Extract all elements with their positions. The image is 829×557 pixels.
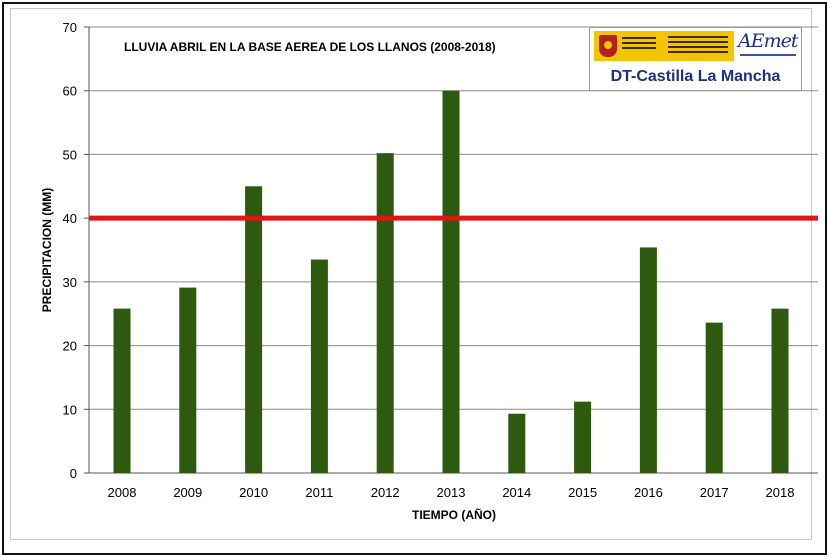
bar-2018 [771, 308, 789, 473]
aemet-wordmark: AEmet [738, 30, 799, 52]
y-tick-label: 70 [63, 20, 77, 35]
y-tick-label: 40 [63, 211, 77, 226]
aemet-underline [740, 54, 796, 56]
x-tick-label: 2018 [766, 485, 795, 500]
y-tick-label: 20 [63, 339, 77, 354]
government-emblem [594, 31, 734, 61]
government-text-lines [622, 37, 656, 52]
x-tick-label: 2010 [239, 485, 268, 500]
bar-2014 [508, 413, 526, 473]
bar-2016 [639, 247, 657, 473]
bar-2012 [376, 153, 394, 473]
bar-2009 [179, 287, 197, 473]
x-tick-label: 2013 [437, 485, 466, 500]
x-tick-label: 2014 [502, 485, 531, 500]
y-tick-label: 0 [70, 466, 77, 481]
x-tick-label: 2009 [173, 485, 202, 500]
x-tick-label: 2008 [108, 485, 137, 500]
chart-title: LLUVIA ABRIL EN LA BASE AEREA DE LOS LLA… [124, 40, 496, 54]
y-tick-label: 50 [63, 147, 77, 162]
bar-2017 [705, 322, 723, 473]
x-axis-ticks: 2008 2009 2010 2011 2012 2013 2014 2015 2016 2017… [108, 485, 795, 500]
x-tick-label: 2015 [568, 485, 597, 500]
bar-2010 [245, 186, 263, 474]
x-tick-label: 2012 [371, 485, 400, 500]
crown-icon [604, 41, 612, 49]
logo-band-text: DT-Castilla La Mancha [610, 68, 781, 85]
x-tick-label: 2011 [305, 485, 333, 500]
bar-2011 [310, 259, 328, 473]
x-tick-label: 2017 [700, 485, 729, 500]
bars [113, 90, 789, 474]
y-tick-label: 10 [63, 402, 77, 417]
bar-2008 [113, 308, 131, 473]
y-tick-label: 30 [63, 275, 77, 290]
logo-top: AEmet [590, 28, 801, 64]
y-tick-label: 60 [63, 84, 77, 99]
coat-of-arms-icon [599, 35, 617, 57]
x-tick-label: 2016 [634, 485, 663, 500]
chart-inner-border [10, 8, 812, 540]
y-axis-label: PRECIPITACION (MM) [40, 188, 54, 312]
bar-2015 [574, 401, 592, 473]
x-axis-label: TIEMPO (AÑO) [412, 507, 496, 522]
bar-2013 [442, 90, 460, 473]
aemet-logo: AEmet DT-Castilla La Mancha [589, 27, 802, 91]
ministry-text-lines [668, 36, 728, 56]
y-axis-ticks: 0 10 20 30 40 50 60 70 [63, 20, 89, 481]
